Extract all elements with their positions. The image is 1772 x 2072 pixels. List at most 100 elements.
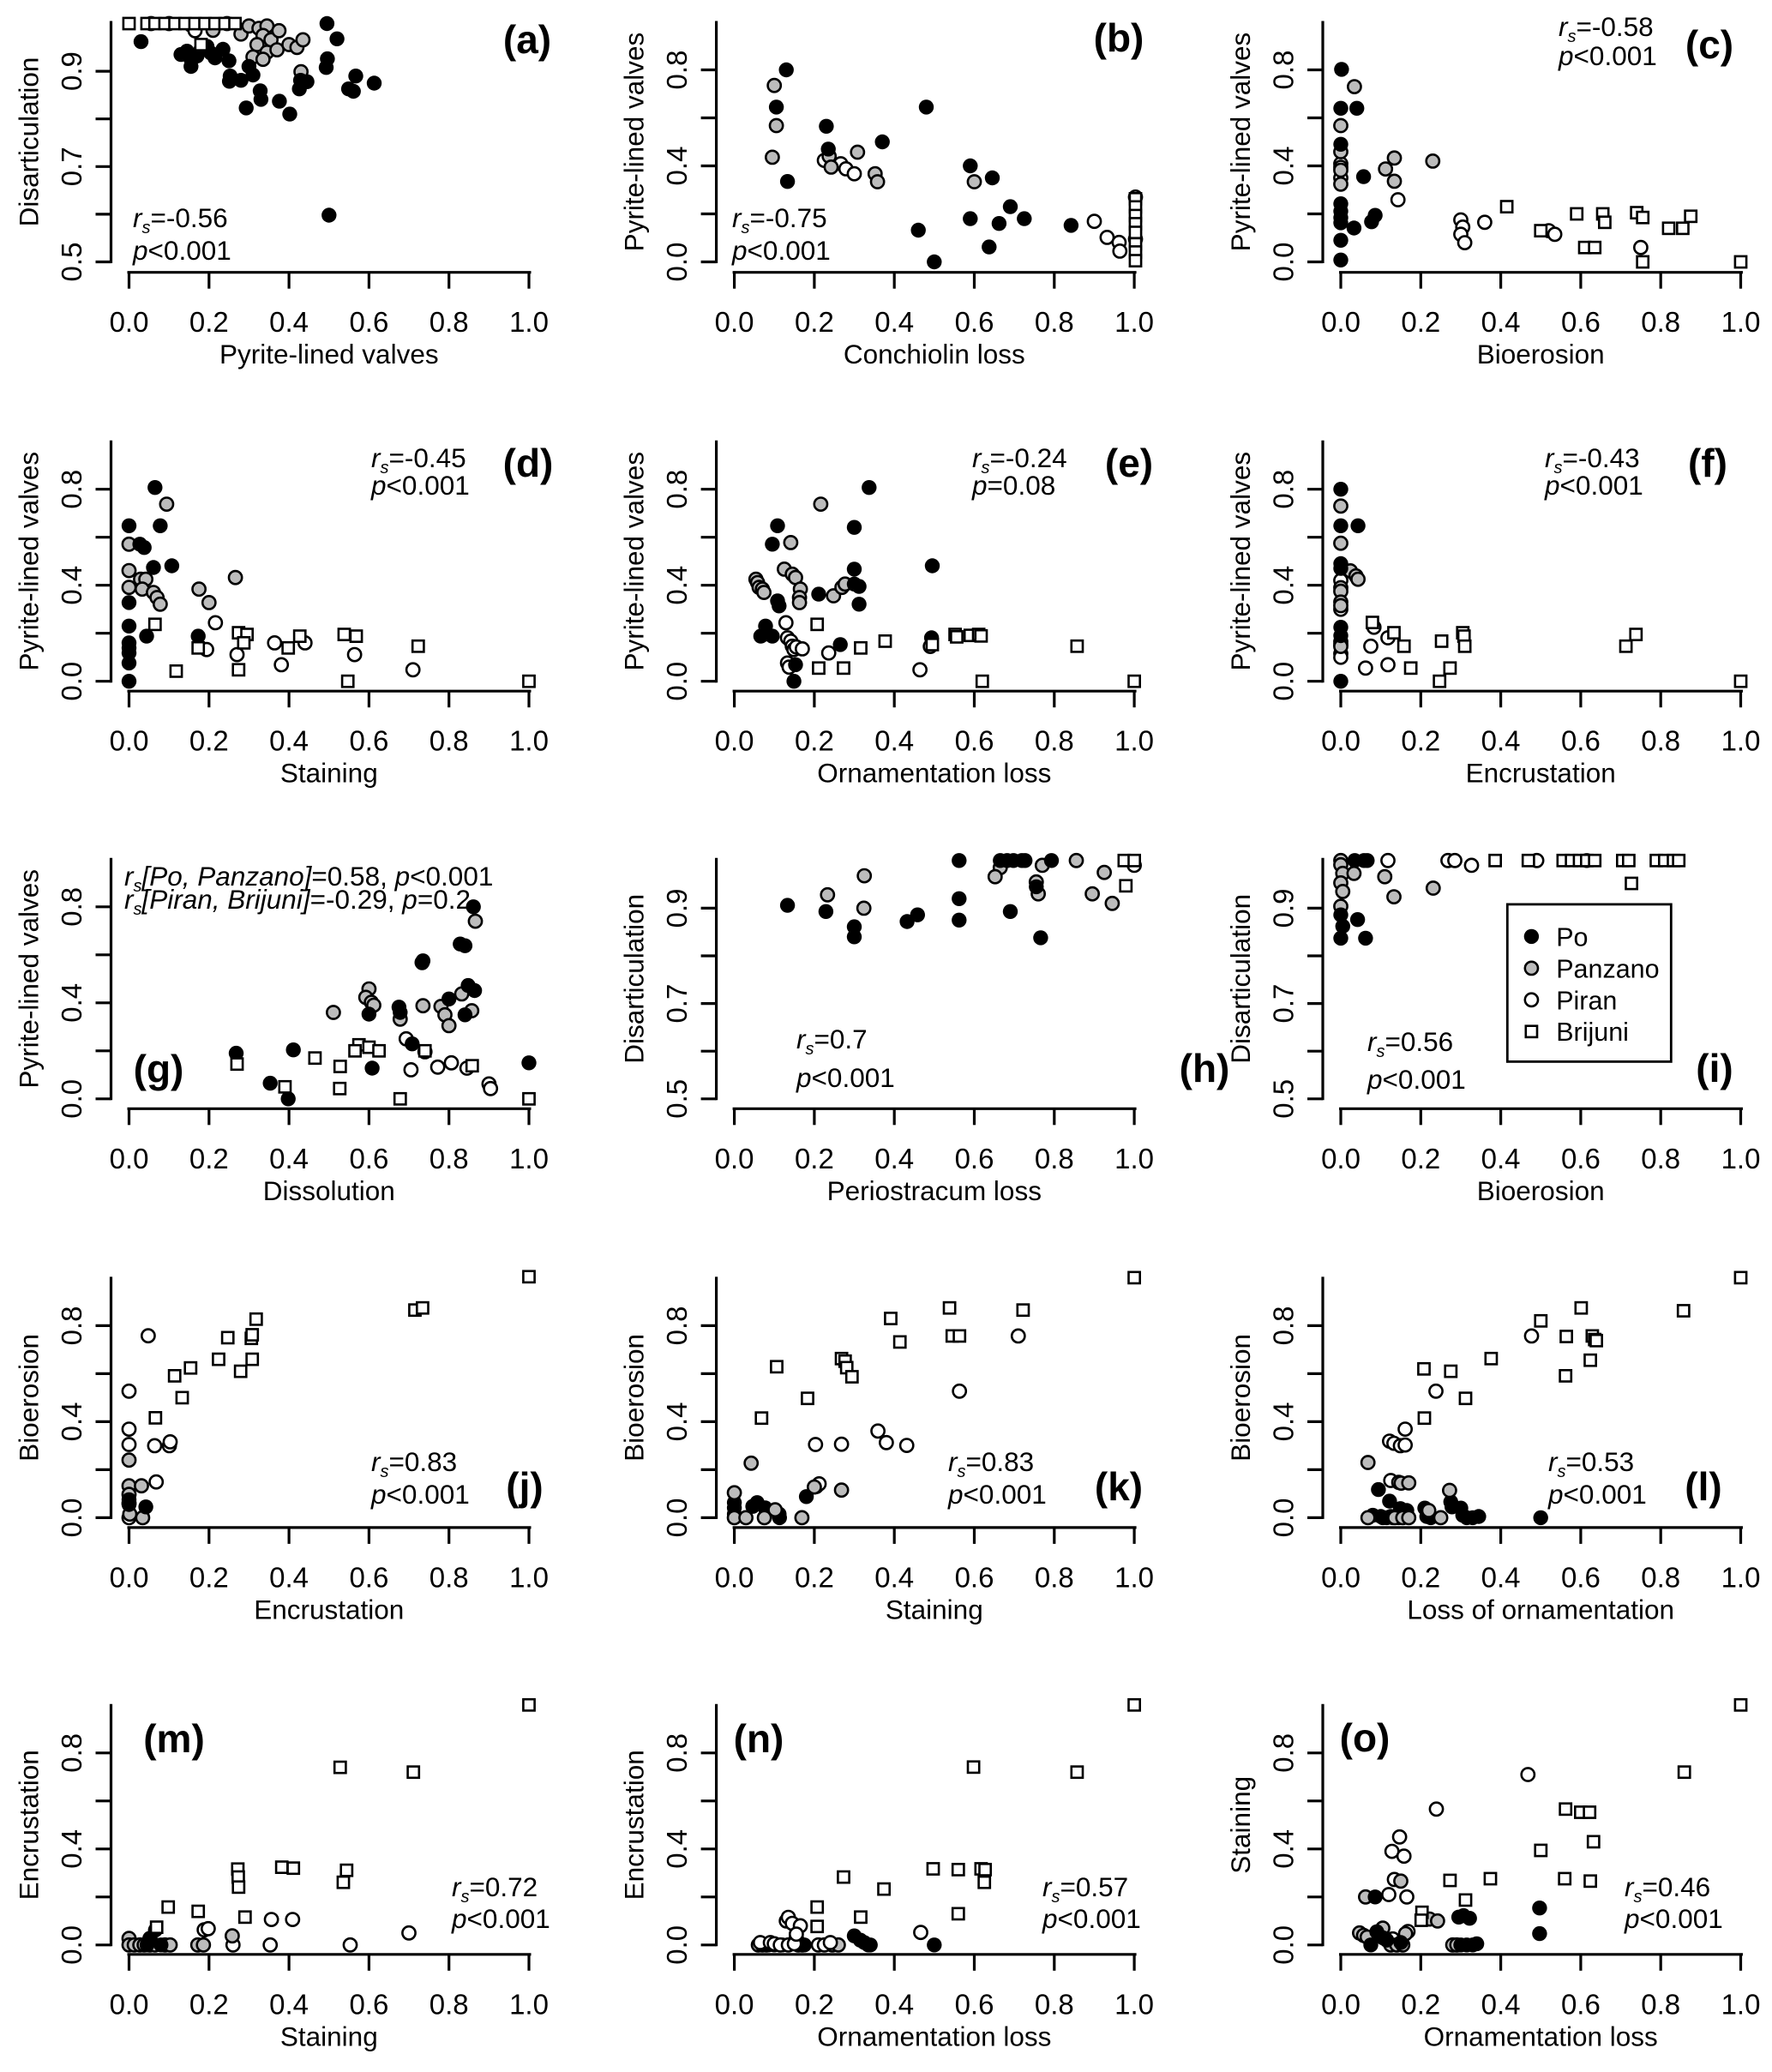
svg-text:rs=0.57: rs=0.57 (1042, 1871, 1128, 1907)
svg-text:p<0.001: p<0.001 (796, 1062, 895, 1093)
svg-text:0.4: 0.4 (269, 725, 309, 757)
svg-text:Staining: Staining (280, 2021, 378, 2051)
svg-text:0.8: 0.8 (429, 1561, 469, 1593)
svg-text:Loss of ornamentation: Loss of ornamentation (1407, 1594, 1674, 1625)
svg-text:0.4: 0.4 (269, 1988, 309, 2020)
svg-text:Staining: Staining (280, 758, 378, 789)
svg-text:0.7: 0.7 (661, 984, 693, 1024)
svg-text:Encrustation: Encrustation (619, 1750, 650, 1900)
svg-text:0.8: 0.8 (1641, 1988, 1680, 2020)
svg-text:p<0.001: p<0.001 (1042, 1903, 1141, 1934)
svg-text:0.8: 0.8 (56, 1733, 87, 1773)
svg-text:Encrustation: Encrustation (254, 1594, 404, 1625)
svg-text:0.4: 0.4 (269, 306, 309, 338)
svg-text:0.6: 0.6 (1561, 1988, 1601, 2020)
svg-text:0.0: 0.0 (56, 1498, 87, 1537)
svg-text:Bioerosion: Bioerosion (1225, 1334, 1256, 1462)
svg-text:0.4: 0.4 (874, 725, 914, 757)
svg-text:1.0: 1.0 (1114, 1143, 1154, 1174)
svg-text:0.8: 0.8 (661, 51, 693, 90)
svg-text:0.0: 0.0 (110, 1561, 149, 1593)
svg-text:0.8: 0.8 (661, 1733, 693, 1773)
svg-text:rs=-0.75: rs=-0.75 (732, 202, 827, 237)
svg-text:1.0: 1.0 (1721, 306, 1761, 338)
svg-text:0.2: 0.2 (795, 1561, 834, 1593)
svg-text:p<0.001: p<0.001 (731, 235, 831, 266)
svg-text:0.8: 0.8 (56, 470, 87, 509)
svg-text:0.4: 0.4 (1481, 1561, 1521, 1593)
svg-text:0.2: 0.2 (795, 725, 834, 757)
svg-text:p<0.001: p<0.001 (132, 235, 231, 266)
svg-text:Disarticulation: Disarticulation (14, 57, 45, 227)
svg-text:rs=-0.45: rs=-0.45 (371, 442, 466, 477)
svg-text:0.5: 0.5 (1268, 1079, 1300, 1119)
svg-text:0.6: 0.6 (955, 1988, 994, 2020)
svg-text:0.0: 0.0 (1268, 1498, 1300, 1537)
svg-text:0.0: 0.0 (661, 243, 693, 282)
svg-text:0.8: 0.8 (1268, 470, 1300, 509)
svg-text:p<0.001: p<0.001 (370, 1479, 470, 1510)
svg-text:(j): (j) (506, 1464, 543, 1509)
svg-text:0.2: 0.2 (189, 1988, 229, 2020)
svg-text:0.0: 0.0 (715, 1143, 754, 1174)
svg-text:Staining: Staining (886, 1594, 983, 1625)
svg-text:0.2: 0.2 (189, 1143, 229, 1174)
svg-text:0.0: 0.0 (715, 1988, 754, 2020)
svg-text:1.0: 1.0 (1721, 1143, 1761, 1174)
svg-text:0.6: 0.6 (955, 1143, 994, 1174)
svg-text:Bioerosion: Bioerosion (619, 1334, 650, 1462)
svg-text:0.8: 0.8 (1641, 1561, 1680, 1593)
svg-text:Po: Po (1556, 922, 1588, 952)
svg-text:1.0: 1.0 (1721, 1561, 1761, 1593)
svg-text:0.8: 0.8 (1641, 1143, 1680, 1174)
svg-text:0.0: 0.0 (1321, 1143, 1361, 1174)
svg-text:0.4: 0.4 (661, 566, 693, 605)
svg-text:0.6: 0.6 (349, 1143, 388, 1174)
svg-text:0.8: 0.8 (429, 725, 469, 757)
svg-text:0.6: 0.6 (955, 725, 994, 757)
svg-text:rs[Po, Panzano]=0.58, p<0.001: rs[Po, Panzano]=0.58, p<0.001 (124, 861, 493, 896)
svg-text:0.4: 0.4 (1268, 1829, 1300, 1869)
svg-text:(h): (h) (1180, 1046, 1230, 1090)
svg-text:0.0: 0.0 (110, 1988, 149, 2020)
svg-text:0.5: 0.5 (661, 1079, 693, 1119)
svg-text:1.0: 1.0 (1114, 1561, 1154, 1593)
svg-text:0.4: 0.4 (661, 1402, 693, 1441)
svg-text:rs=-0.24: rs=-0.24 (972, 442, 1067, 477)
svg-text:Piran: Piran (1556, 986, 1617, 1015)
svg-text:rs=0.56: rs=0.56 (1367, 1026, 1453, 1061)
svg-text:Pyrite-lined valves: Pyrite-lined valves (14, 869, 45, 1089)
svg-text:0.4: 0.4 (1481, 1988, 1521, 2020)
svg-text:1.0: 1.0 (1114, 725, 1154, 757)
svg-text:0.8: 0.8 (661, 1306, 693, 1345)
svg-text:0.2: 0.2 (1401, 1561, 1440, 1593)
svg-text:0.4: 0.4 (269, 1561, 309, 1593)
svg-text:Pyrite-lined valves: Pyrite-lined valves (14, 452, 45, 671)
svg-text:Bioerosion: Bioerosion (1477, 1175, 1605, 1206)
svg-text:0.6: 0.6 (349, 1561, 388, 1593)
svg-text:0.0: 0.0 (1321, 1988, 1361, 2020)
svg-text:0.2: 0.2 (795, 1143, 834, 1174)
svg-text:0.2: 0.2 (795, 1988, 834, 2020)
svg-text:0.0: 0.0 (1268, 662, 1300, 701)
svg-text:0.4: 0.4 (56, 983, 87, 1023)
svg-text:(e): (e) (1105, 441, 1153, 485)
svg-text:0.0: 0.0 (661, 1925, 693, 1965)
svg-text:(a): (a) (503, 17, 551, 62)
svg-text:0.6: 0.6 (955, 306, 994, 338)
svg-text:0.4: 0.4 (874, 1143, 914, 1174)
svg-text:0.6: 0.6 (1561, 1143, 1601, 1174)
svg-text:(k): (k) (1095, 1464, 1143, 1509)
svg-text:0.5: 0.5 (56, 243, 87, 282)
svg-text:0.4: 0.4 (56, 566, 87, 605)
svg-text:0.8: 0.8 (1641, 725, 1680, 757)
svg-text:0.8: 0.8 (429, 1143, 469, 1174)
svg-text:rs=-0.58: rs=-0.58 (1559, 11, 1654, 46)
svg-text:0.0: 0.0 (110, 725, 149, 757)
svg-text:1.0: 1.0 (1114, 306, 1154, 338)
svg-text:Ornamentation loss: Ornamentation loss (1424, 2021, 1658, 2051)
svg-text:0.8: 0.8 (1035, 1561, 1074, 1593)
svg-text:0.4: 0.4 (1481, 1143, 1521, 1174)
svg-text:0.6: 0.6 (349, 725, 388, 757)
svg-text:0.8: 0.8 (1035, 306, 1074, 338)
